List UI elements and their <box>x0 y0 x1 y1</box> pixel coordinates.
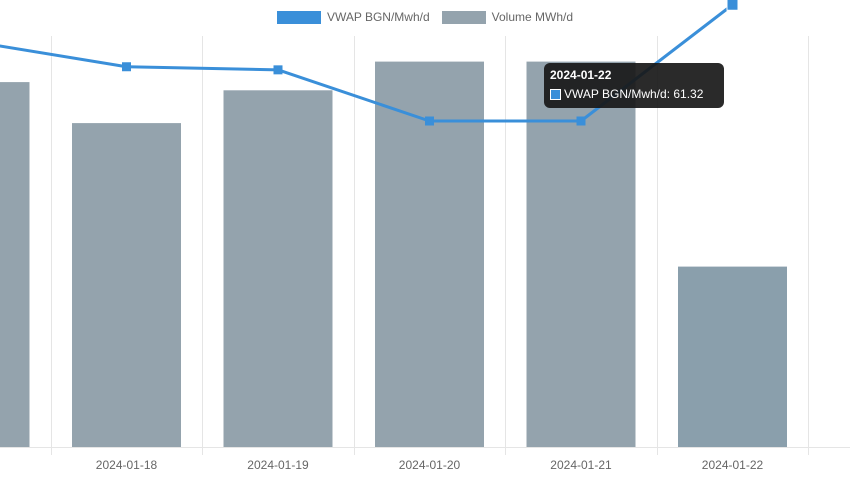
legend-item-vwap[interactable]: VWAP BGN/Mwh/d <box>276 8 430 26</box>
x-tick-label: 2024-01-18 <box>96 458 158 472</box>
bar <box>72 123 181 447</box>
vwap-point <box>726 0 739 11</box>
vwap-point <box>576 116 586 126</box>
tooltip-row: VWAP BGN/Mwh/d: 61.32 <box>550 87 718 101</box>
legend-label-volume: Volume MWh/d <box>491 10 574 24</box>
tooltip: 2024-01-22 VWAP BGN/Mwh/d: 61.32 <box>544 63 724 108</box>
vwap-point <box>273 65 283 75</box>
x-tick-label: 2024-01-20 <box>399 458 461 472</box>
bar <box>678 266 787 447</box>
vwap-point <box>425 116 434 126</box>
bar <box>223 90 333 448</box>
x-tick-label: 2024-01-19 <box>247 458 309 472</box>
vwap-point <box>122 62 131 72</box>
legend-swatch-vwap <box>276 10 321 24</box>
bar <box>375 61 484 447</box>
x-tick-label: 2024-01-22 <box>702 458 764 472</box>
tooltip-title: 2024-01-22 <box>550 68 612 82</box>
legend: VWAP BGN/Mwh/d Volume MWh/d <box>0 8 850 26</box>
tooltip-swatch <box>550 88 561 100</box>
legend-item-volume[interactable]: Volume MWh/d <box>441 8 574 26</box>
legend-swatch-volume <box>441 10 486 24</box>
bar <box>526 61 636 447</box>
tooltip-label: VWAP BGN/Mwh/d: 61.32 <box>564 87 704 101</box>
bar <box>0 82 30 447</box>
x-tick-label: 2024-01-21 <box>550 458 612 472</box>
legend-label-vwap: VWAP BGN/Mwh/d <box>326 10 430 24</box>
